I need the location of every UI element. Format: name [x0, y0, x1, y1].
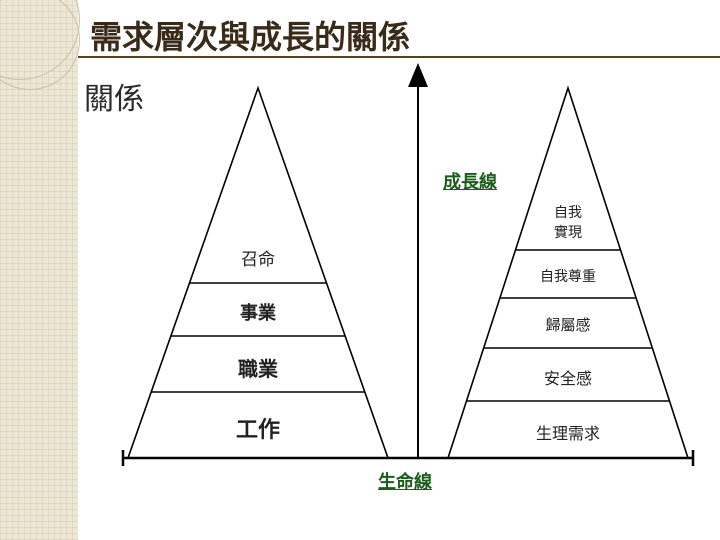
right-level-3-label: 自我尊重	[508, 266, 628, 286]
right-level-1-label: 安全感	[508, 365, 628, 389]
page-title: 需求層次與成長的關係	[90, 12, 410, 58]
left-level-2-label: 事業	[198, 299, 318, 325]
left-pyramid-outline	[128, 88, 388, 458]
left-level-3-label: 召命	[198, 245, 318, 270]
right-level-4-label: 自我 實現	[508, 202, 628, 242]
left-level-1-label: 職業	[198, 353, 318, 382]
life-axis-label: 生命線	[378, 468, 432, 494]
growth-axis-label: 成長線	[443, 168, 497, 194]
right-level-0-label: 生理需求	[508, 420, 628, 444]
right-level-2-label: 歸屬感	[508, 314, 628, 335]
left-level-0-label: 工作	[198, 412, 318, 444]
side-decoration	[0, 0, 78, 540]
pyramid-svg	[78, 58, 720, 518]
diagram-area: 關係 工作職業事業召命生理需求安全感歸屬感自我尊重自我 實現 成長線 生命線	[78, 58, 720, 518]
deco-circle-2	[0, 0, 80, 90]
